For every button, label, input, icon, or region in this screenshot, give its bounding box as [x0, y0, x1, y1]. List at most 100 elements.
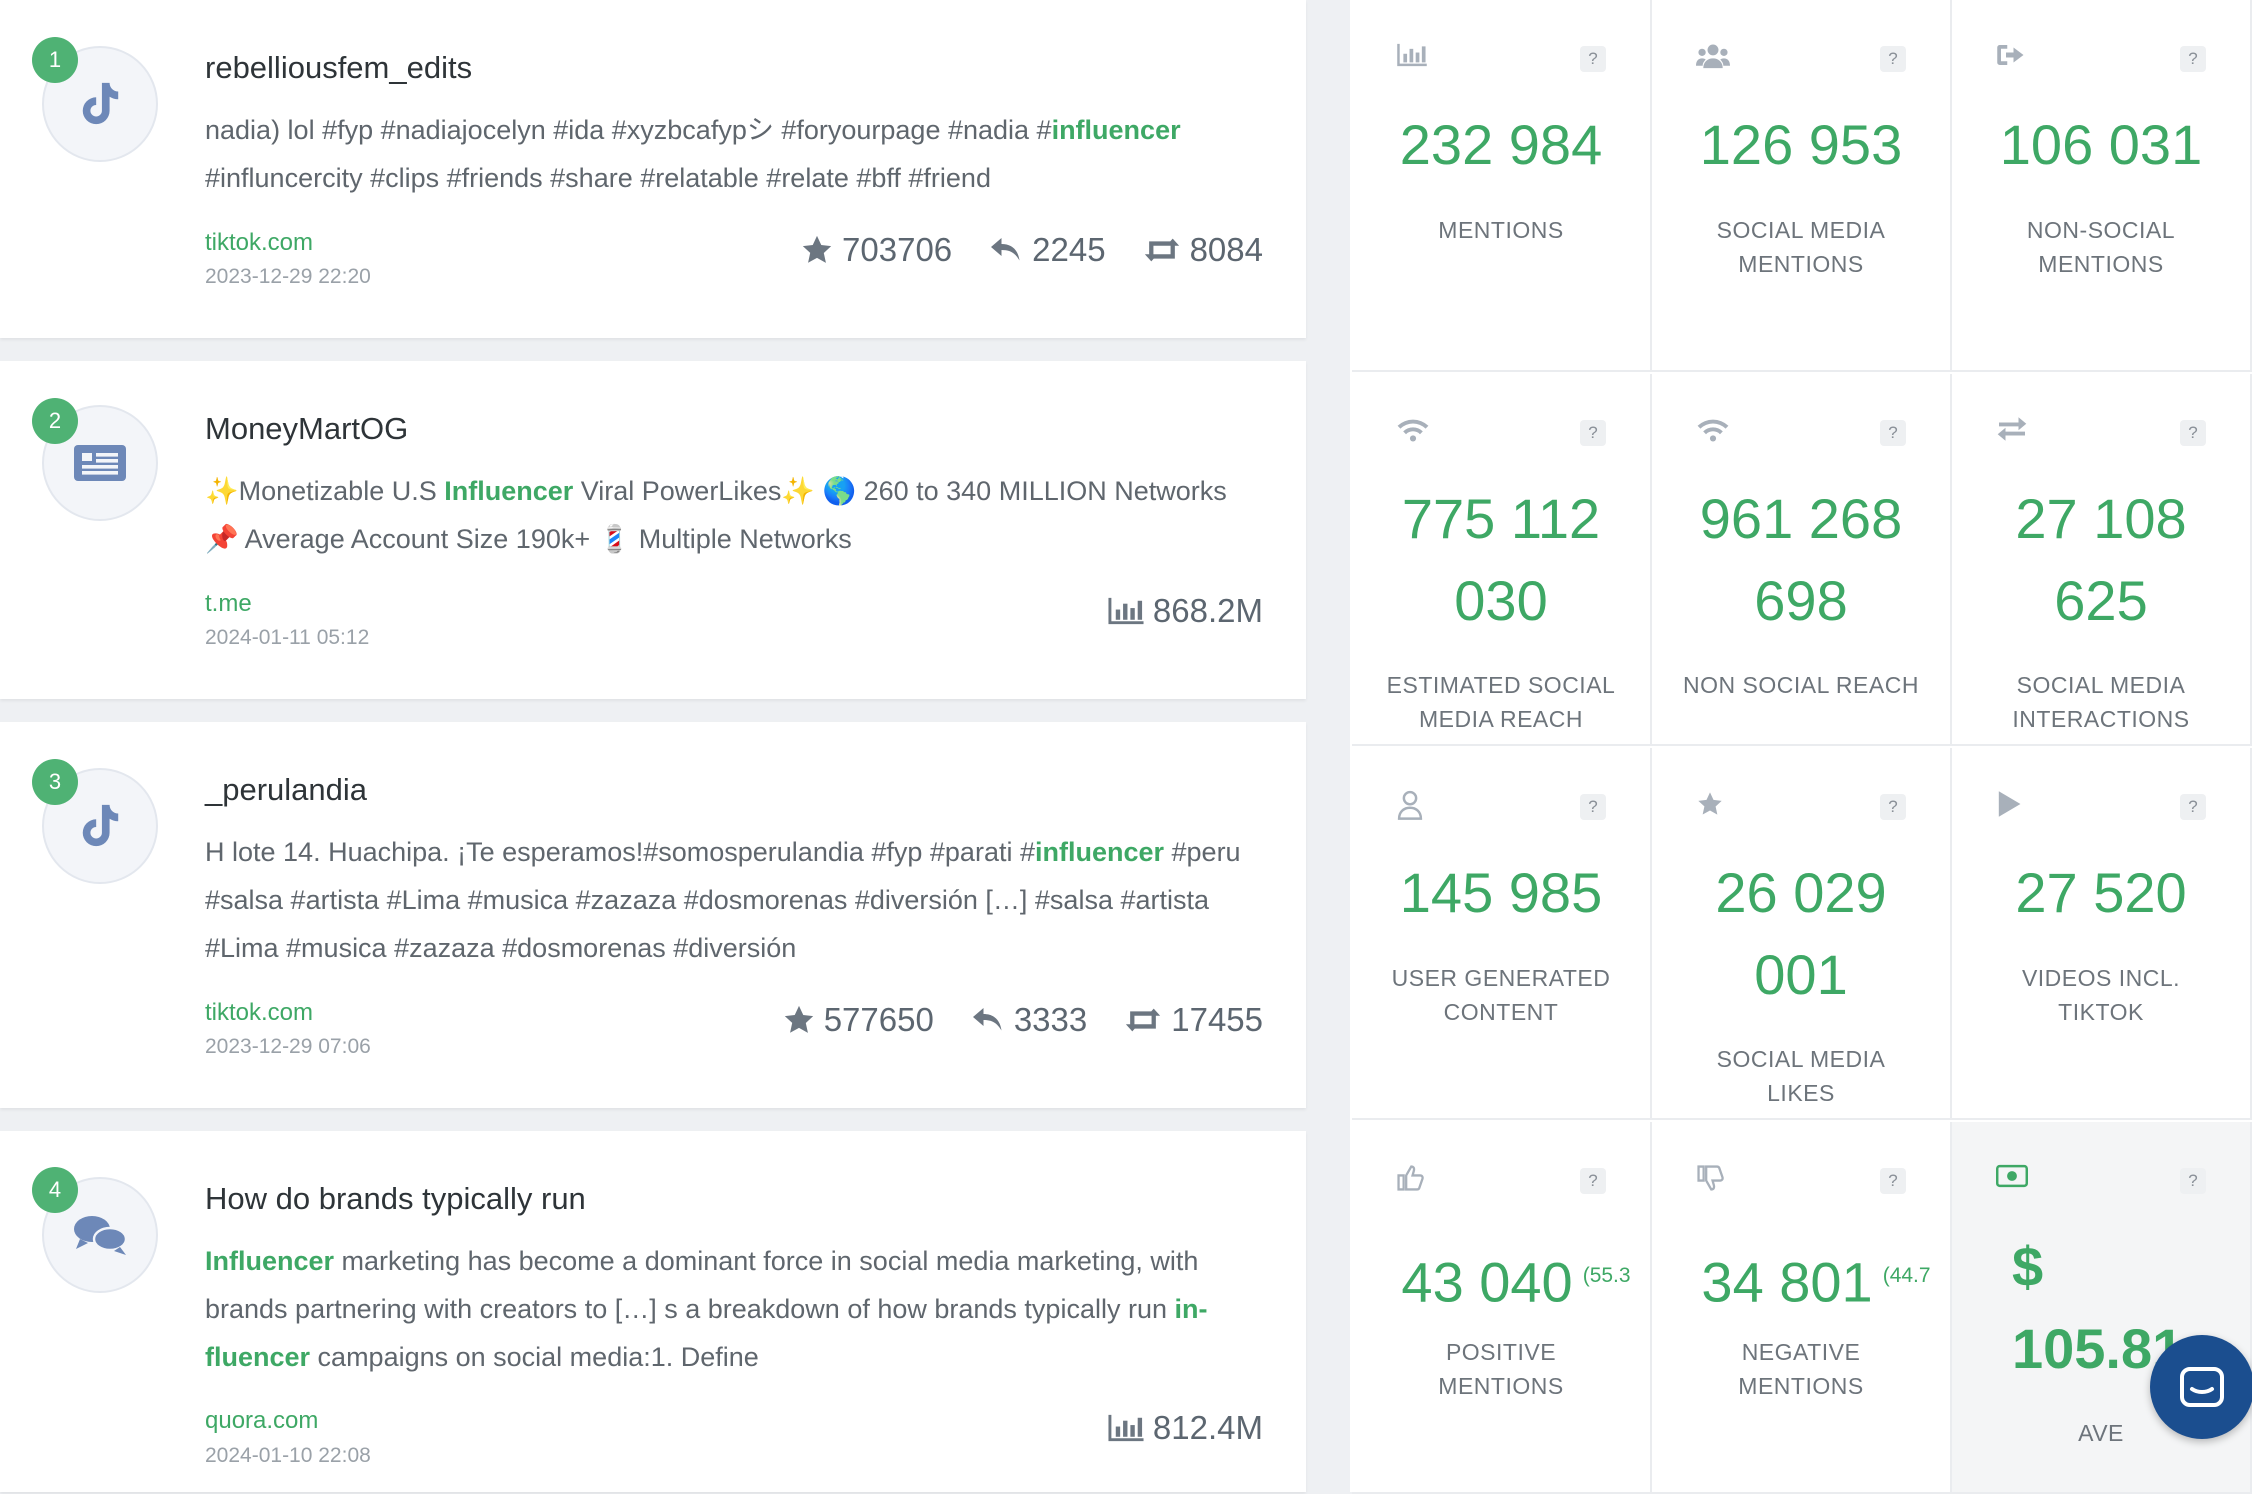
metric-value: 27 108 625 — [2015, 487, 2187, 632]
wifi-icon — [1697, 419, 1729, 442]
mention-text: H lote 14. Huachipa. ¡Te esperamos!#somo… — [205, 837, 1241, 963]
metric-percent: (44.7 — [1882, 1264, 1931, 1287]
star-icon — [802, 235, 832, 263]
mention-date: 2024-01-10 22:08 — [205, 1444, 371, 1467]
help-button[interactable]: ? — [2180, 794, 2206, 820]
metric-estimated-social-media-reach: ? 775 112 030 ESTIMATED SOCIAL MEDIA REA… — [1352, 374, 1652, 746]
money-icon — [1996, 1164, 2028, 1188]
mention-author[interactable]: _perulandia — [205, 772, 368, 807]
metric-label: POSITIVE MENTIONS — [1438, 1339, 1564, 1399]
metric-value: 232 984 — [1399, 113, 1603, 176]
forum-icon — [74, 1216, 128, 1255]
thumbs-down-icon — [1697, 1165, 1724, 1191]
star-icon — [784, 1005, 813, 1033]
rank-badge: 3 — [32, 759, 78, 805]
reply-icon — [972, 1008, 1002, 1031]
mention-card[interactable]: 3 _perulandia H lote 14. Huachipa. ¡Te e… — [0, 722, 1306, 1108]
mention-domain-link[interactable]: t.me — [205, 590, 252, 617]
reach-value: 812.4M — [1152, 1409, 1263, 1446]
metric-label: NON SOCIAL REACH — [1683, 672, 1919, 698]
help-button[interactable]: ? — [2180, 420, 2206, 446]
metric-label: VIDEOS INCL. TIKTOK — [2021, 965, 2181, 1025]
rank-badge: 4 — [32, 1167, 78, 1213]
rank-badge: 2 — [32, 398, 78, 444]
help-button[interactable]: ? — [1580, 1168, 1606, 1194]
source-avatar — [42, 1177, 158, 1293]
metric-label: SOCIAL MEDIA INTERACTIONS — [2012, 672, 2190, 732]
thumbs-up-icon — [1397, 1165, 1424, 1191]
exchange-icon — [1997, 417, 2027, 441]
help-button[interactable]: ? — [1880, 1168, 1906, 1194]
news-icon — [74, 445, 126, 481]
help-button[interactable]: ? — [1580, 420, 1606, 446]
rank-badge: 1 — [32, 37, 78, 83]
shares-count: 8084 — [1189, 231, 1263, 268]
metric-social-media-interactions: ? 27 108 625 SOCIAL MEDIA INTERACTIONS — [1952, 374, 2252, 746]
mention-stats: 577650 3333 17455 — [746, 1001, 1263, 1039]
help-button[interactable]: ? — [1880, 420, 1906, 446]
chat-icon — [2180, 1367, 2224, 1407]
metric-value: 775 112 030 — [1401, 487, 1601, 632]
wifi-icon — [1397, 419, 1429, 442]
mention-domain-link[interactable]: quora.com — [205, 1407, 319, 1434]
metric-value: 26 029 001 — [1715, 861, 1887, 1006]
metric-non-social-reach: ? 961 268 698 NON SOCIAL REACH — [1652, 374, 1952, 746]
metric-value: 106 031 — [1999, 113, 2203, 176]
help-button[interactable]: ? — [2180, 46, 2206, 72]
metric-positive-mentions: ? 43 040 (55.3 POSITIVE MENTIONS — [1352, 1122, 1652, 1494]
bar-chart-icon — [1397, 43, 1427, 67]
mention-text: ✨Monetizable U.S Influencer Viral PowerL… — [205, 476, 1227, 554]
help-button[interactable]: ? — [1580, 794, 1606, 820]
metric-label: NEGATIVE MENTIONS — [1738, 1339, 1864, 1399]
mention-card[interactable]: 1 rebelliousfem_edits nadia) lol #fyp #n… — [0, 0, 1306, 338]
mention-date: 2024-01-11 05:12 — [205, 626, 370, 649]
mention-author[interactable]: rebelliousfem_edits — [205, 50, 473, 85]
comments-count: 2245 — [1032, 231, 1106, 268]
metric-user-generated-content: ? 145 985 USER GENERATED CONTENT — [1352, 748, 1652, 1120]
help-button[interactable]: ? — [1880, 794, 1906, 820]
metric-label: ESTIMATED SOCIAL MEDIA REACH — [1386, 672, 1616, 732]
metric-value: 145 985 — [1399, 861, 1603, 924]
metric-label: SOCIAL MEDIA LIKES — [1716, 1046, 1886, 1106]
star-icon — [1698, 792, 1722, 815]
sign-out-icon — [1997, 45, 2024, 65]
play-icon — [1998, 791, 2021, 817]
mention-domain-link[interactable]: tiktok.com — [205, 999, 314, 1026]
mention-text: Influencer marketing has become a domina… — [205, 1246, 1208, 1372]
likes-count: 577650 — [823, 1001, 934, 1038]
metric-value: 43 040 (55.3 — [1401, 1250, 1631, 1314]
chat-launcher-button[interactable] — [2150, 1335, 2252, 1439]
retweet-icon — [1144, 238, 1179, 262]
help-button[interactable]: ? — [1880, 46, 1906, 72]
metric-label: MENTIONS — [1438, 217, 1564, 243]
mention-text: nadia) lol #fyp #nadiajocelyn #ida #xyzb… — [205, 115, 1181, 193]
metric-percent: (55.3 — [1582, 1264, 1631, 1287]
help-button[interactable]: ? — [1580, 46, 1606, 72]
reply-icon — [991, 238, 1020, 261]
mention-author[interactable]: MoneyMartOG — [205, 411, 409, 446]
metric-social-media-mentions: ? 126 953 SOCIAL MEDIA MENTIONS — [1652, 0, 1952, 372]
tiktok-icon — [82, 82, 119, 125]
users-icon — [1696, 44, 1730, 69]
mention-card[interactable]: 2 MoneyMartOG ✨Monetizable U.S Influence… — [0, 361, 1306, 699]
mention-author[interactable]: How do brands typically run — [205, 1181, 586, 1216]
metric-label: NON-SOCIAL MENTIONS — [2026, 217, 2176, 277]
mention-date: 2023-12-29 22:20 — [205, 265, 371, 288]
metric-label: USER GENERATED CONTENT — [1391, 965, 1611, 1025]
metric-videos-incl-tiktok: ? 27 520 VIDEOS INCL. TIKTOK — [1952, 748, 2252, 1120]
metric-value: 34 801 (44.7 — [1701, 1250, 1931, 1314]
bar-chart-icon — [1108, 1414, 1144, 1442]
user-icon — [1397, 790, 1423, 820]
likes-count: 703706 — [842, 231, 953, 268]
help-button[interactable]: ? — [2180, 1168, 2206, 1194]
shares-count: 17455 — [1171, 1001, 1263, 1038]
metric-label: SOCIAL MEDIA MENTIONS — [1716, 217, 1886, 277]
metric-ave: ? $ 105.81 AVE — [1952, 1122, 2252, 1494]
mention-domain-link[interactable]: tiktok.com — [205, 229, 314, 256]
metric-negative-mentions: ? 34 801 (44.7 NEGATIVE MENTIONS — [1652, 1122, 1952, 1494]
metric-value: 961 268 698 — [1699, 487, 1903, 632]
metric-value: 27 520 — [2015, 861, 2187, 924]
metric-value: 126 953 — [1699, 113, 1903, 176]
mention-stats: 868.2M — [1071, 592, 1263, 630]
mention-card[interactable]: 4 How do brands typically run Influencer… — [0, 1131, 1306, 1492]
